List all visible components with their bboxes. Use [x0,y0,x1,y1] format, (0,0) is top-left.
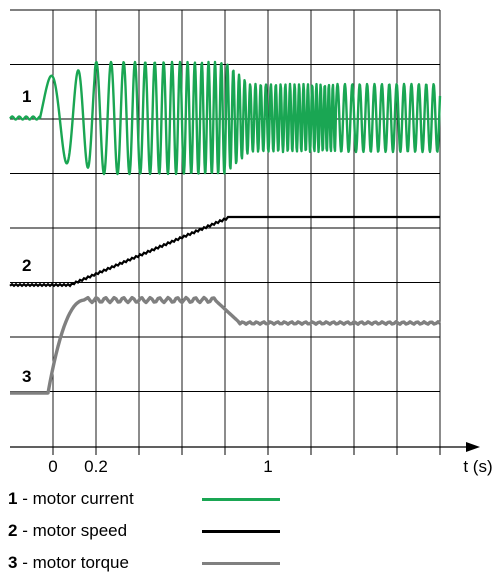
series-group [9,60,442,395]
series-label-3: 3 [22,367,31,386]
series-label-2: 2 [22,256,31,275]
axes [10,442,480,455]
legend-swatch-2 [202,530,280,533]
chart-svg: 0 0.2 1 t (s) 1 2 3 [9,9,493,476]
legend-label-2: motor speed [32,521,128,540]
labels-group: 0 0.2 1 t (s) 1 2 3 [22,87,493,476]
legend-swatch-1 [202,498,280,501]
legend-swatch-3 [202,562,280,565]
legend-item-3: 3 - motor torque [8,552,308,584]
series-label-1: 1 [22,87,31,106]
x-tick-label: 1 [263,457,272,476]
legend-num-2: 2 [8,521,18,540]
grid-lines [10,9,441,447]
legend-item-2: 2 - motor speed [8,520,308,552]
series-motor-torque [10,295,441,395]
legend-label-3: motor torque [32,553,129,572]
x-tick-label: 0 [48,457,57,476]
x-axis-arrow [466,442,480,452]
legend-item-1: 1 - motor current [8,488,308,520]
legend-num-1: 1 [8,489,18,508]
legend-sep-1: - [17,489,33,508]
legend: 1 - motor current 2 - motor speed 3 - mo… [8,488,308,584]
series-motor-speed [9,215,440,288]
legend-label-1: motor current [32,489,134,508]
legend-num-3: 3 [8,553,18,572]
x-tick-label: 0.2 [84,457,108,476]
series-motor-current [9,60,442,176]
x-axis-title: t (s) [463,457,492,476]
legend-sep-2: - [17,521,33,540]
legend-sep-3: - [17,553,33,572]
